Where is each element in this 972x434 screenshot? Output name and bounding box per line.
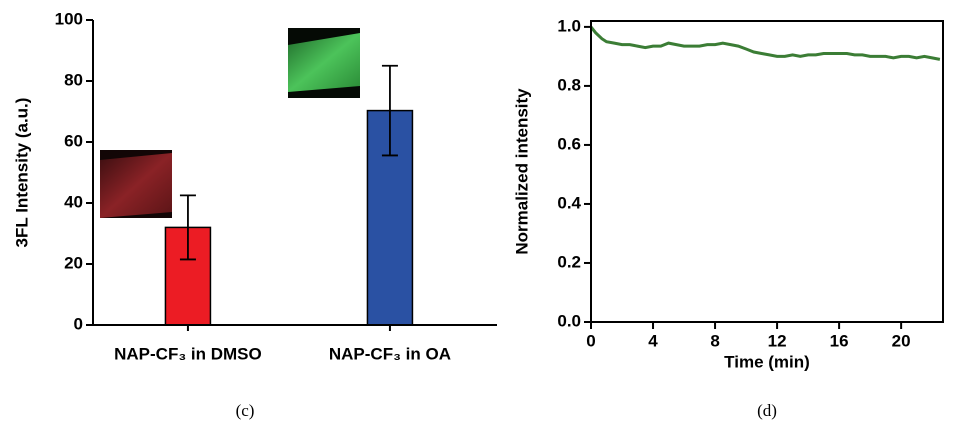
x-tick-label: 8 [710,331,719,350]
caption: (c) [236,401,255,420]
plot-frame [590,20,944,323]
y-tick-label: 0.2 [557,252,581,271]
y-tick-label: 0.4 [557,193,581,212]
caption: (d) [757,401,777,420]
x-tick-label: 0 [586,331,595,350]
y-tick-label: 60 [64,131,83,150]
y-axis-label: Normalized intensity [512,88,531,255]
y-tick-label: 40 [64,192,83,211]
inset-green [288,28,360,98]
y-tick-label: 0.8 [557,75,581,94]
x-axis-label: Time (min) [724,352,810,371]
error-bar [381,64,398,157]
y-tick-label: 0 [74,314,83,333]
x-tick-label: NAP-CF₃ in OA [329,344,451,363]
y-axis-label: 3FL Intensity (a.u.) [12,98,31,248]
x-tick-label: 4 [648,331,658,350]
y-tick-label: 100 [55,9,83,28]
y-tick-label: 80 [64,70,83,89]
x-tick-label: NAP-CF₃ in DMSO [114,344,262,363]
data-line [589,25,941,61]
y-tick-label: 0.6 [557,134,581,153]
x-tick-label: 12 [768,331,787,350]
y-tick-label: 0.0 [557,311,581,330]
x-tick-label: 16 [830,331,849,350]
inset-red [100,150,172,218]
y-tick-label: 20 [64,253,83,272]
x-tick-label: 20 [892,331,911,350]
error-bar [179,194,196,261]
y-tick-label: 1.0 [557,16,581,35]
